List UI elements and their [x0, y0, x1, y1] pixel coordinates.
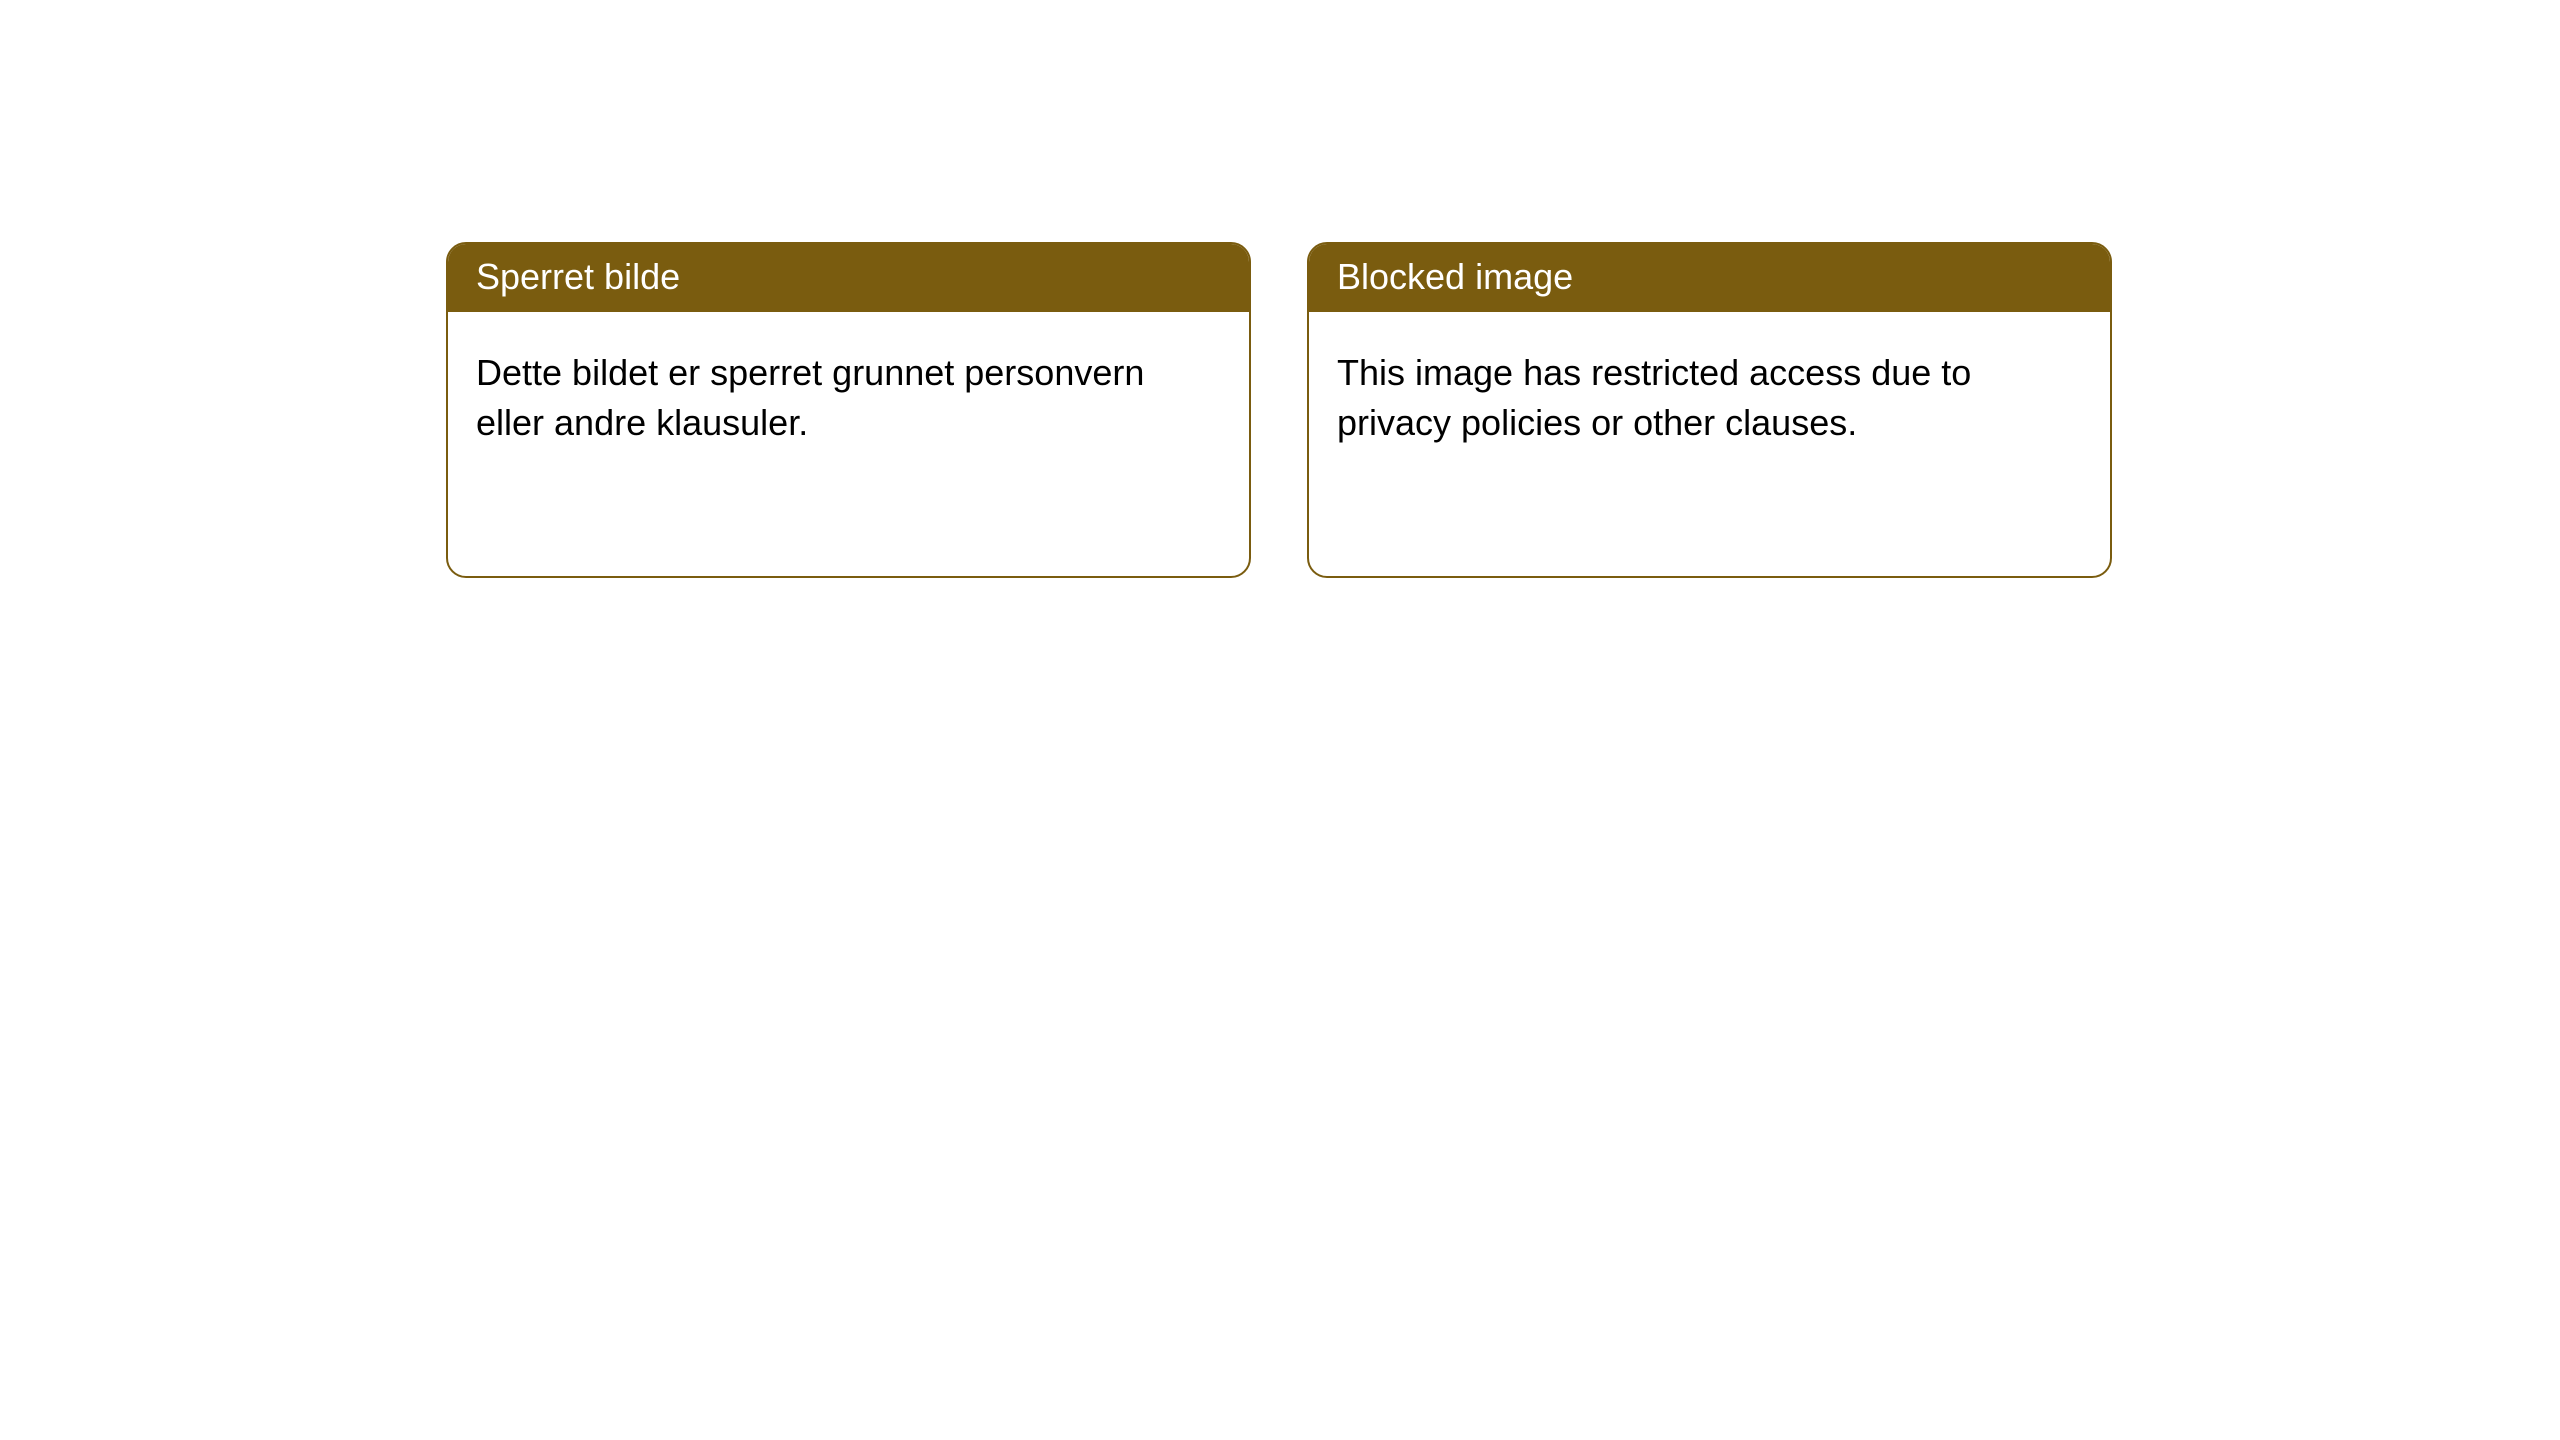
- notice-card-body: Dette bildet er sperret grunnet personve…: [448, 312, 1249, 477]
- notice-card-body: This image has restricted access due to …: [1309, 312, 2110, 477]
- notice-card-header: Sperret bilde: [448, 244, 1249, 312]
- notice-cards-container: Sperret bilde Dette bildet er sperret gr…: [0, 0, 2560, 578]
- notice-card-header: Blocked image: [1309, 244, 2110, 312]
- notice-card-english: Blocked image This image has restricted …: [1307, 242, 2112, 578]
- notice-card-norwegian: Sperret bilde Dette bildet er sperret gr…: [446, 242, 1251, 578]
